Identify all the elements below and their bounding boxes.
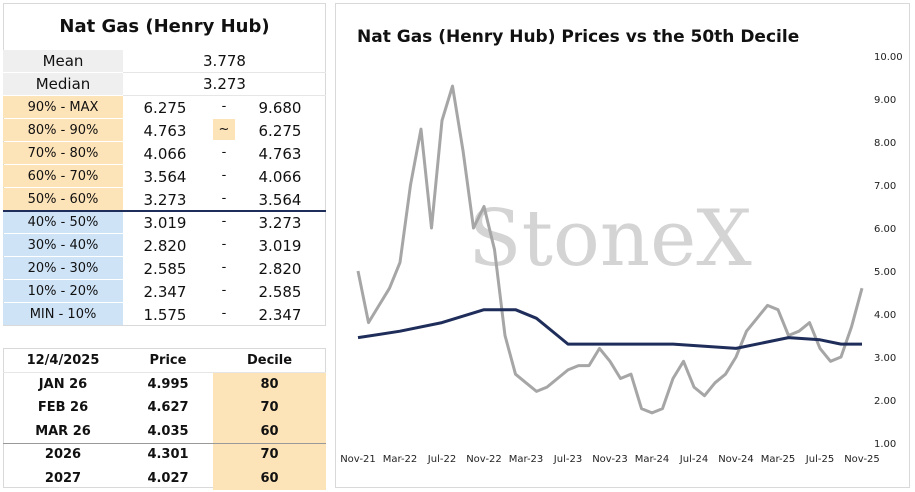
watermark: StoneX	[468, 194, 752, 284]
x-tick-label: Mar-24	[635, 454, 670, 465]
chart-frame	[335, 3, 910, 488]
decile-sep: -	[221, 191, 227, 206]
decile-label: 20% - 30%	[3, 257, 123, 279]
decile-low: 3.564	[143, 167, 187, 186]
forward-price: 4.035	[147, 423, 189, 439]
forward-decile: 80	[213, 372, 326, 396]
stat-label: Mean	[3, 50, 123, 73]
decile-label: 90% - MAX	[3, 96, 123, 118]
decile-high: 6.275	[258, 121, 302, 140]
decile-high: 9.680	[258, 98, 302, 117]
x-tick-label: Jul-25	[805, 454, 834, 465]
x-tick-label: Nov-24	[718, 454, 754, 465]
stat-value: 3.778	[123, 50, 326, 73]
decile-label: 60% - 70%	[3, 165, 123, 187]
decile-sep: -	[221, 306, 227, 321]
decile-sep: -	[221, 237, 227, 252]
decile-high: 2.585	[258, 282, 302, 301]
forward-header: Price	[123, 349, 213, 373]
forward-decile: 60	[213, 419, 326, 443]
decile-label: 10% - 20%	[3, 280, 123, 302]
x-tick-label: Jul-23	[553, 454, 582, 465]
decile-sep: -	[221, 283, 227, 298]
decile-high: 4.066	[258, 167, 302, 186]
y-tick-label: 1.00	[874, 439, 896, 450]
forward-label: JAN 26	[38, 376, 88, 392]
y-tick-label: 7.00	[874, 181, 896, 192]
forward-label: 2027	[44, 470, 82, 486]
decile-low: 2.347	[143, 282, 187, 301]
decile-label: 80% - 90%	[3, 119, 123, 141]
decile-high: 2.820	[258, 259, 302, 278]
decile-low: 6.275	[143, 98, 187, 117]
x-tick-label: Nov-22	[466, 454, 502, 465]
decile-low: 2.585	[143, 259, 187, 278]
x-tick-label: Mar-23	[509, 454, 544, 465]
decile-high: 3.564	[258, 190, 302, 209]
y-tick-label: 6.00	[874, 224, 896, 235]
decile-high: 3.019	[258, 236, 302, 255]
forward-header: Decile	[213, 349, 326, 373]
y-tick-label: 3.00	[874, 353, 896, 364]
forward-label: FEB 26	[37, 400, 89, 416]
decile-high: 2.347	[258, 305, 302, 324]
y-tick-label: 9.00	[874, 95, 896, 106]
forward-decile: 60	[213, 466, 326, 490]
decile-low: 1.575	[143, 305, 187, 324]
decile-sep: -	[221, 145, 227, 160]
forward-decile: 70	[213, 396, 326, 420]
decile-label: 40% - 50%	[3, 211, 123, 233]
median-divider	[3, 210, 326, 212]
decile-high: 4.763	[258, 144, 302, 163]
decile-label: 50% - 60%	[3, 188, 123, 210]
decile-sep: ~	[213, 119, 235, 140]
decile-low: 2.820	[143, 236, 187, 255]
chart-title: Nat Gas (Henry Hub) Prices vs the 50th D…	[357, 27, 799, 47]
price-line	[356, 84, 864, 415]
decile-sep: -	[221, 214, 227, 229]
decile-low: 4.066	[143, 144, 187, 163]
forward-price: 4.995	[147, 376, 189, 392]
x-tick-label: Nov-25	[844, 454, 880, 465]
decile-label: 70% - 80%	[3, 142, 123, 164]
x-tick-label: Mar-22	[383, 454, 418, 465]
forward-header: 12/4/2025	[3, 349, 123, 373]
forward-decile: 70	[213, 443, 326, 467]
stat-label: Median	[3, 73, 123, 96]
x-tick-label: Jul-22	[427, 454, 456, 465]
decile-sep: -	[221, 168, 227, 183]
y-tick-label: 2.00	[874, 396, 896, 407]
decile-label: 30% - 40%	[3, 234, 123, 256]
forward-divider	[3, 443, 326, 444]
decile-low: 3.019	[143, 213, 187, 232]
forward-price: 4.027	[147, 470, 189, 486]
table-title: Nat Gas (Henry Hub)	[59, 15, 270, 37]
price-line	[357, 308, 862, 350]
decile-low: 3.273	[143, 190, 187, 209]
y-tick-label: 8.00	[874, 138, 896, 149]
decile-sep: -	[221, 99, 227, 114]
x-tick-label: Nov-23	[592, 454, 628, 465]
x-tick-label: Mar-25	[761, 454, 796, 465]
y-tick-label: 5.00	[874, 267, 896, 278]
decile-sep: -	[221, 260, 227, 275]
decile-high: 3.273	[258, 213, 302, 232]
forward-label: 2026	[44, 447, 82, 463]
y-tick-label: 10.00	[874, 52, 903, 63]
forward-price: 4.301	[147, 447, 189, 463]
x-tick-label: Nov-21	[340, 454, 376, 465]
stat-value: 3.273	[123, 73, 326, 96]
forward-price: 4.627	[147, 400, 189, 416]
x-tick-label: Jul-24	[679, 454, 708, 465]
decile-label: MIN - 10%	[3, 303, 123, 325]
decile-table-frame	[3, 3, 326, 326]
y-tick-label: 4.00	[874, 310, 896, 321]
decile-low: 4.763	[143, 121, 187, 140]
forward-label: MAR 26	[35, 423, 91, 439]
